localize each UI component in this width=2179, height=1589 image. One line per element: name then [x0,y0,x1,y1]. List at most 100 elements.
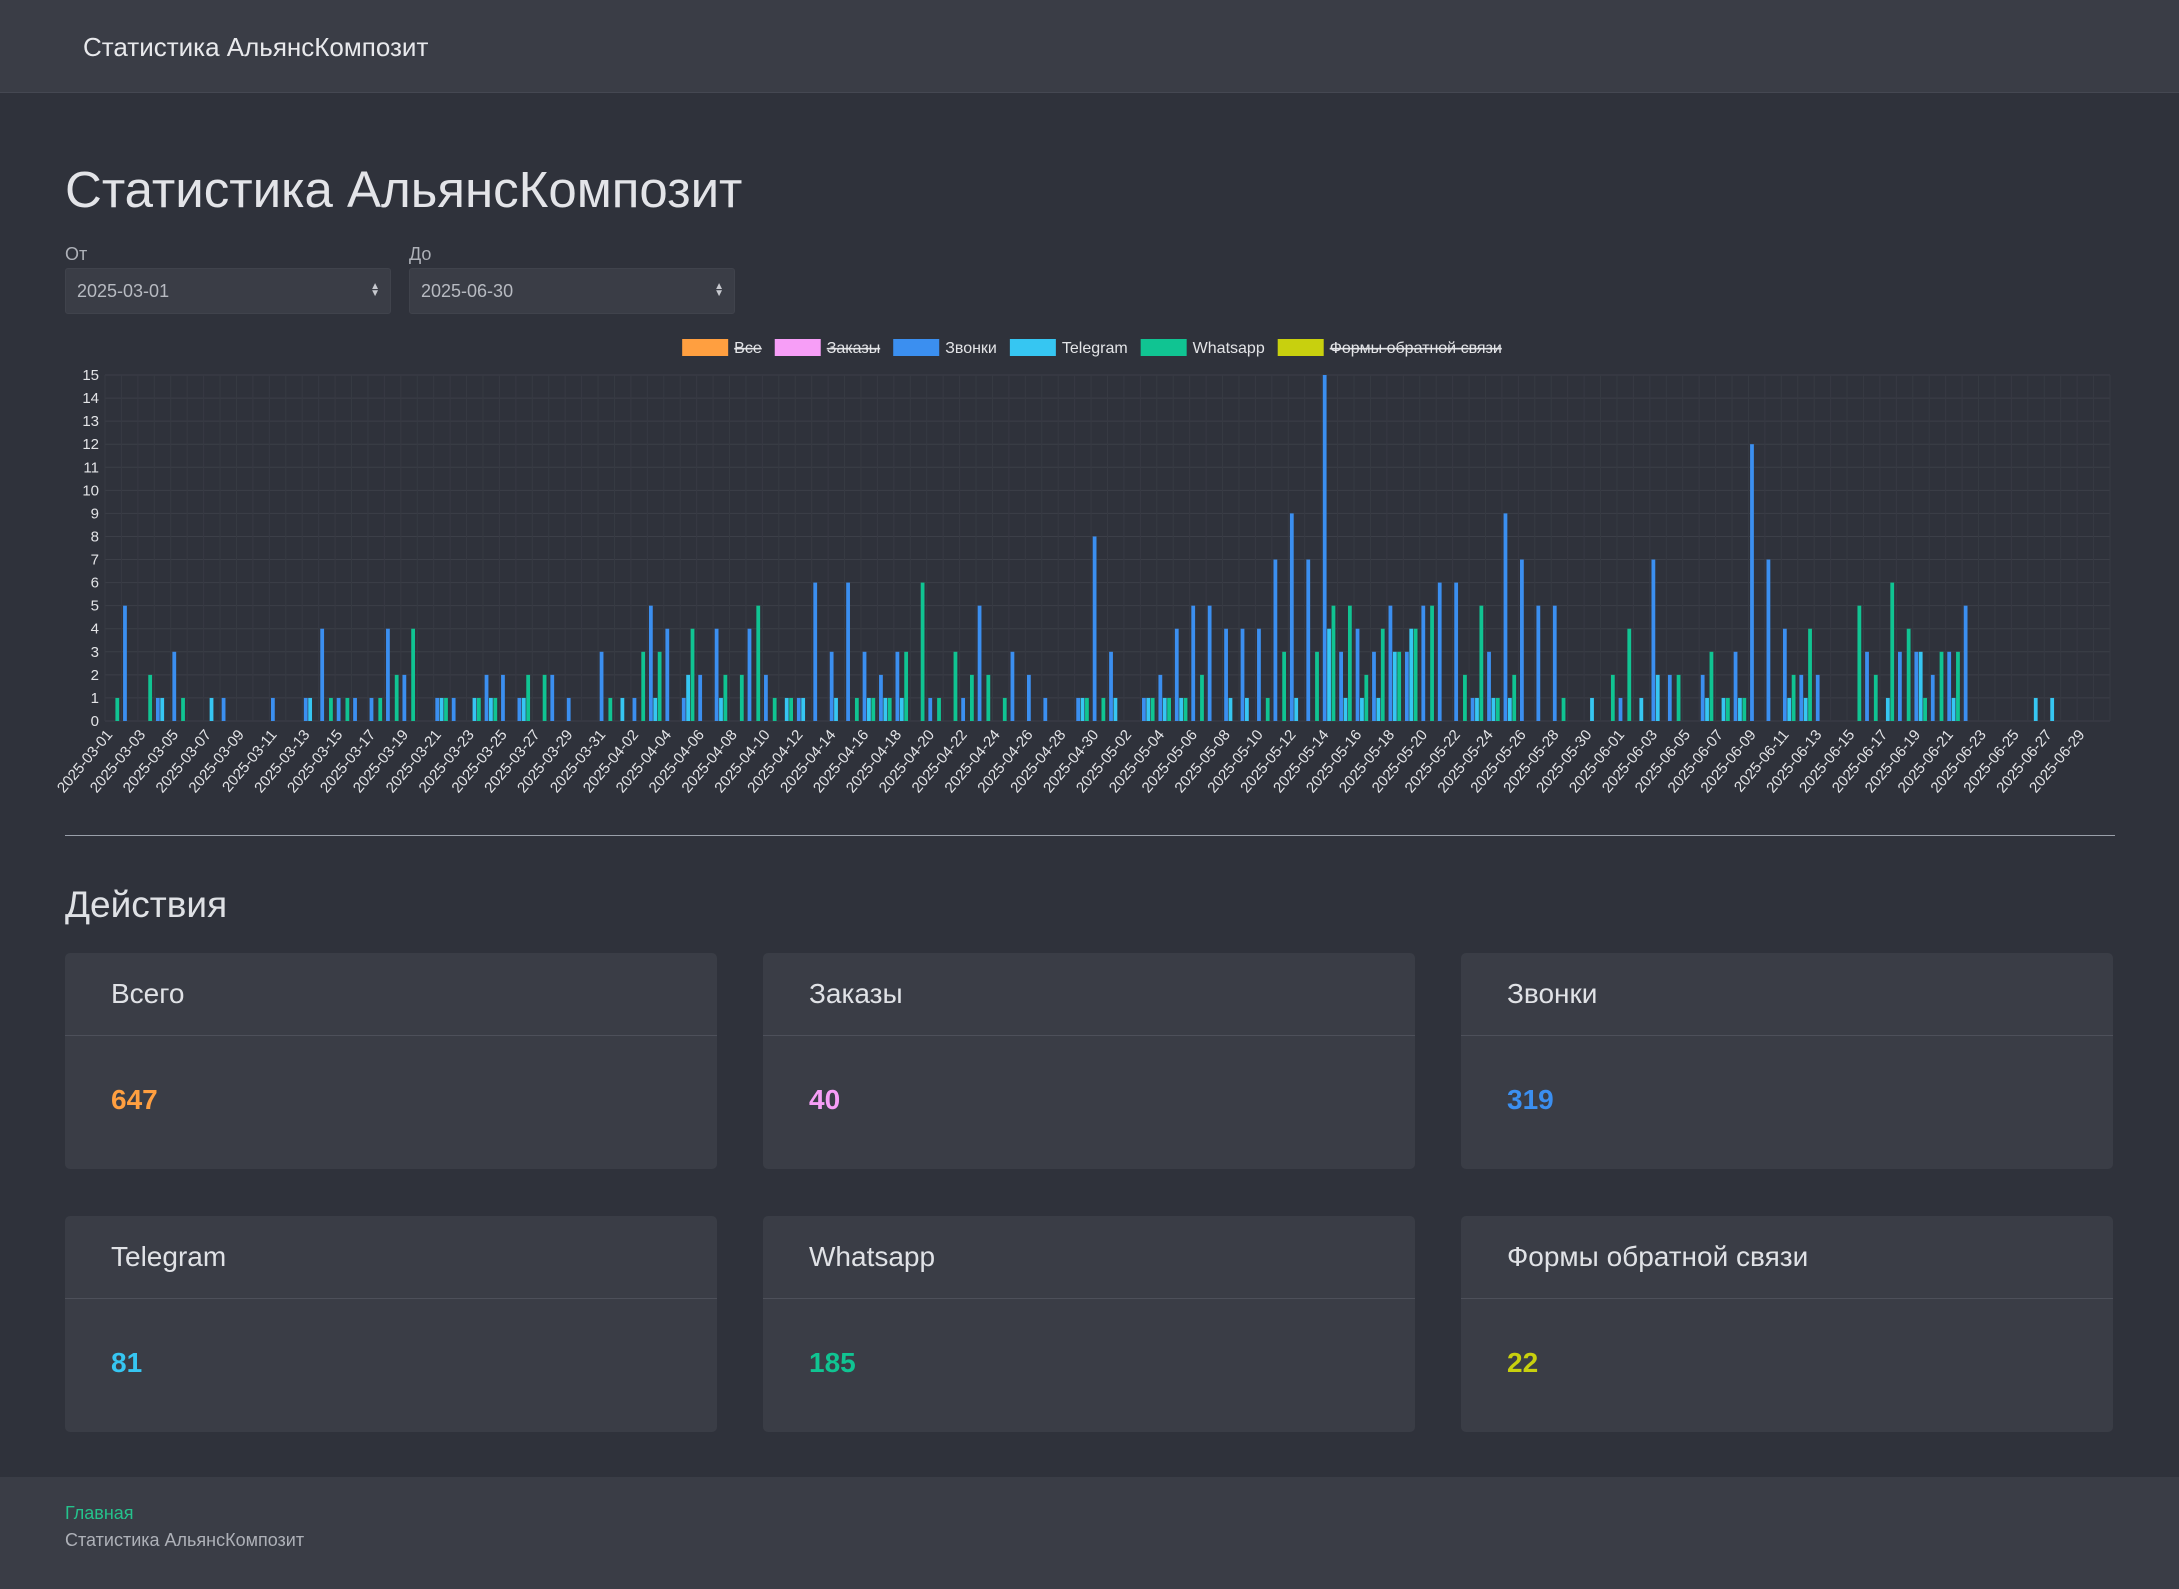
bar [1700,674,1705,721]
card-value: 22 [1507,1347,1539,1378]
bar [608,697,613,721]
bar [1191,605,1196,721]
legend-label: Заказы [827,340,880,357]
bar [1495,697,1500,721]
y-tick-label: 5 [91,598,99,615]
y-tick-label: 15 [82,367,99,384]
bar [1282,651,1287,721]
bar [1667,674,1672,721]
bar [1890,582,1895,721]
bar [747,628,752,721]
bar [1742,697,1747,721]
bar [1951,697,1956,721]
bar [1939,651,1944,721]
bar [648,605,653,721]
spinner-icon[interactable]: ▲ ▼ [370,281,380,299]
bar [148,674,153,721]
card-value: 185 [809,1347,856,1378]
bar [1010,651,1015,721]
bar [887,697,892,721]
section-title: Действия [65,884,228,925]
legend-label: Telegram [1062,340,1128,357]
bar [1914,651,1919,721]
stat-card-total: Всего 647 [65,953,717,1169]
bar [386,628,390,721]
bar [209,697,214,721]
bar [1655,674,1660,721]
bar [1339,651,1344,721]
bar [1512,674,1517,721]
bar [1085,697,1089,721]
from-date-value: 2025-03-01 [77,281,170,301]
bar [1150,697,1155,721]
bar [1265,697,1270,721]
card-value: 647 [111,1084,158,1115]
stat-card-calls: Звонки 319 [1461,953,2113,1169]
bar [986,674,991,721]
bar [1618,697,1623,721]
bar-chart: 01234567891011121314152025-03-012025-03-… [54,339,2111,796]
bar [1207,605,1212,721]
bar [501,674,505,721]
footer-home-link[interactable]: Главная [65,1503,134,1523]
bar [2050,697,2055,721]
bar [1372,651,1376,721]
bar [1245,697,1249,721]
y-tick-label: 14 [82,390,99,407]
bar [1413,628,1418,721]
to-label: До [409,244,432,264]
bar [632,697,637,721]
bar [723,674,728,721]
bar [796,697,801,721]
bar [1709,651,1714,721]
bar [378,697,383,721]
bar [1787,697,1792,721]
bar [846,582,850,721]
to-date-input[interactable]: 2025-06-30 ▲ ▼ [409,268,735,314]
card-value: 40 [809,1084,841,1115]
bar [336,697,341,721]
card-title: Всего [65,953,717,1036]
bar [937,697,941,721]
bar [739,674,744,721]
bar [920,582,925,721]
bar [1561,697,1566,721]
bar [961,697,966,721]
bar [1947,651,1952,721]
bar [756,605,761,721]
from-date-input[interactable]: 2025-03-01 ▲ ▼ [65,268,391,314]
bar [369,697,374,721]
legend-swatch [893,339,940,356]
bar [1725,697,1730,721]
bar [854,697,859,721]
legend-swatch [1009,339,1056,356]
bar [1552,605,1557,721]
y-tick-label: 7 [91,552,99,569]
bar [1738,697,1742,721]
bar [517,697,522,721]
bar [1750,444,1754,721]
bar [1507,697,1512,721]
bar [1076,697,1081,721]
bar [599,651,604,721]
bar [550,674,555,721]
bar [1503,513,1508,721]
page-title: Статистика АльянсКомпозит [65,161,743,218]
bar [1388,605,1393,721]
bar [1906,628,1911,721]
spinner-icon[interactable]: ▲ ▼ [714,281,724,299]
bar [172,651,177,721]
bar [1627,628,1632,721]
bar [1808,628,1812,721]
bar [1257,628,1261,721]
navbar: Статистика АльянсКомпозит [0,0,2179,93]
bar [1026,674,1031,721]
bar [1930,674,1935,721]
bar [1437,582,1442,721]
navbar-brand[interactable]: Статистика АльянсКомпозит [83,32,429,62]
bar [1721,697,1726,721]
bar [789,697,794,721]
card-title: Заказы [763,953,1415,1036]
legend-label: Все [734,340,762,357]
bar [657,651,662,721]
